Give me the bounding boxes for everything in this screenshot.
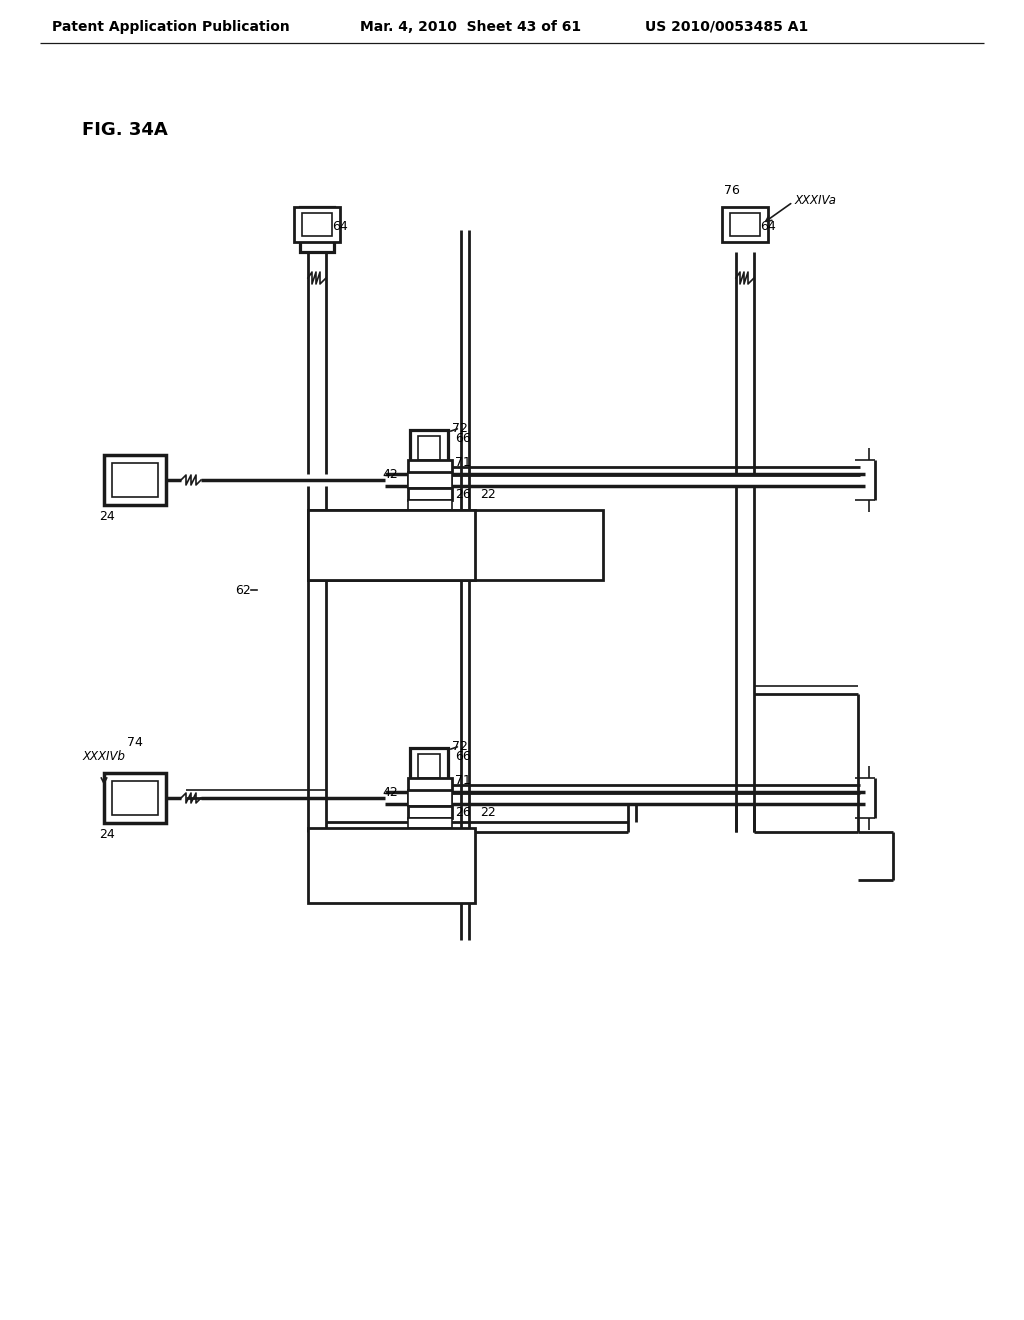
Bar: [112, 781, 158, 814]
Bar: [308, 510, 603, 579]
Bar: [730, 213, 760, 236]
Bar: [408, 500, 452, 510]
Text: 71: 71: [455, 455, 471, 469]
Bar: [722, 207, 768, 242]
Text: 72: 72: [452, 421, 468, 434]
Text: Mar. 4, 2010  Sheet 43 of 61: Mar. 4, 2010 Sheet 43 of 61: [360, 20, 582, 34]
Text: FIG. 34A: FIG. 34A: [82, 121, 168, 139]
Text: US 2010/0053485 A1: US 2010/0053485 A1: [645, 20, 808, 34]
Text: XXXIVb: XXXIVb: [82, 750, 125, 763]
Text: 74: 74: [127, 735, 143, 748]
Bar: [418, 436, 440, 459]
Bar: [408, 488, 452, 500]
Text: 64: 64: [760, 220, 776, 234]
Text: 65: 65: [416, 850, 432, 862]
Text: 66: 66: [455, 432, 471, 445]
Bar: [308, 828, 475, 903]
Bar: [300, 207, 334, 252]
Text: 65: 65: [416, 536, 432, 549]
Text: 22: 22: [480, 487, 496, 500]
Text: 24: 24: [99, 511, 115, 524]
Text: 62: 62: [234, 583, 251, 597]
Text: 42: 42: [382, 469, 397, 482]
Bar: [408, 789, 452, 807]
Bar: [112, 463, 158, 498]
Bar: [408, 818, 452, 828]
Bar: [408, 777, 452, 789]
Text: 76: 76: [724, 183, 740, 197]
Text: 71: 71: [455, 774, 471, 787]
Bar: [104, 455, 166, 506]
Bar: [308, 510, 475, 579]
Text: 42: 42: [382, 787, 397, 800]
Text: 26: 26: [455, 805, 471, 818]
Text: 22: 22: [480, 805, 496, 818]
Text: 24: 24: [99, 829, 115, 842]
Bar: [410, 430, 449, 466]
Text: 26: 26: [455, 487, 471, 500]
Bar: [302, 213, 332, 236]
Text: 64: 64: [332, 220, 348, 234]
Text: XXXIVa: XXXIVa: [795, 194, 837, 206]
Bar: [418, 754, 440, 777]
Bar: [104, 774, 166, 822]
Bar: [294, 207, 340, 242]
Bar: [408, 473, 452, 488]
Text: Patent Application Publication: Patent Application Publication: [52, 20, 290, 34]
Text: 66: 66: [455, 750, 471, 763]
Bar: [408, 807, 452, 818]
Text: 72: 72: [452, 739, 468, 752]
Bar: [408, 459, 452, 473]
Bar: [408, 473, 452, 488]
Bar: [408, 789, 452, 807]
Bar: [410, 748, 449, 784]
